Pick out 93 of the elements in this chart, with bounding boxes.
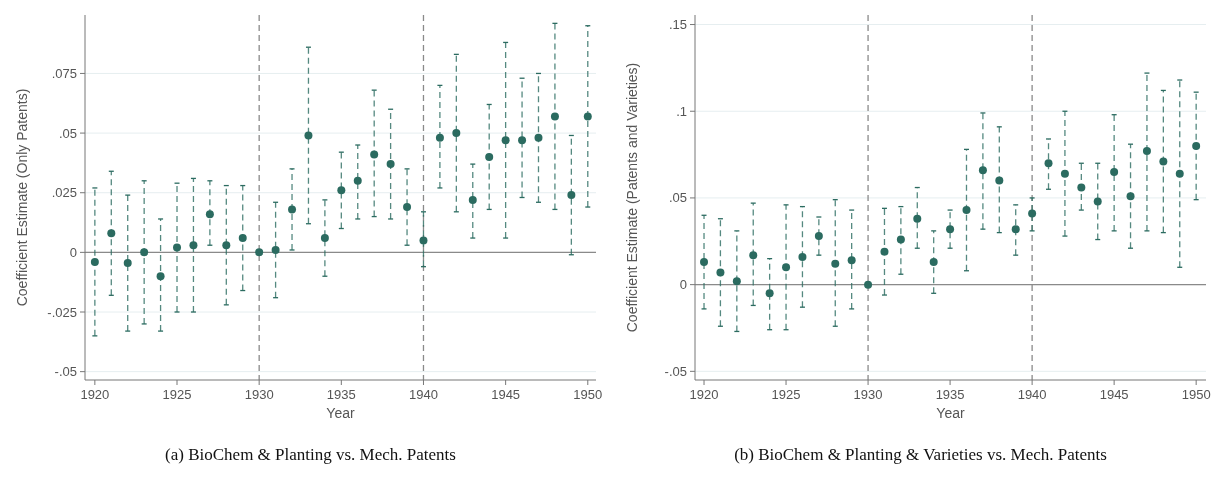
x-tick-label: 1930 xyxy=(244,387,274,402)
point xyxy=(1110,167,1119,176)
point xyxy=(403,203,412,212)
point xyxy=(140,248,149,257)
point xyxy=(978,166,987,175)
point xyxy=(913,214,922,223)
x-tick-label: 1925 xyxy=(162,387,192,402)
point xyxy=(107,229,116,238)
point xyxy=(173,243,182,252)
point xyxy=(1060,169,1069,178)
point xyxy=(238,234,247,243)
point xyxy=(123,259,132,268)
point xyxy=(700,258,709,267)
point xyxy=(864,280,873,289)
text: (b) BioChem & Planting & Varieties vs. Mech. Patents xyxy=(734,445,1107,464)
point xyxy=(962,206,971,215)
y-tick-label: .05 xyxy=(668,190,687,206)
point xyxy=(518,136,527,145)
point xyxy=(304,131,313,140)
point xyxy=(749,251,758,260)
point xyxy=(320,234,329,243)
x-tick-label: 1945 xyxy=(491,387,521,402)
point xyxy=(1192,141,1201,150)
point xyxy=(550,112,559,121)
x-tick-label: 1950 xyxy=(1181,387,1211,402)
point xyxy=(189,241,198,250)
point xyxy=(485,152,494,161)
point xyxy=(1126,192,1135,201)
point xyxy=(156,272,165,281)
point xyxy=(1044,159,1053,168)
y-tick-label: .075 xyxy=(51,66,77,81)
x-tick-label: 1940 xyxy=(1017,387,1047,402)
point xyxy=(255,248,264,257)
point xyxy=(1028,209,1037,218)
point xyxy=(370,150,379,159)
x-tick-label: 1930 xyxy=(853,387,883,402)
x-tick-label: 1945 xyxy=(1099,387,1129,402)
point xyxy=(353,176,362,185)
point xyxy=(205,210,214,219)
point xyxy=(419,236,428,245)
point xyxy=(337,186,346,195)
point xyxy=(271,245,280,254)
point xyxy=(1159,157,1168,166)
point xyxy=(452,129,461,138)
point xyxy=(782,263,791,272)
point xyxy=(880,247,889,256)
point xyxy=(1175,169,1184,178)
x-tick-label: 1920 xyxy=(80,387,110,402)
x-axis-title: Year xyxy=(326,405,355,421)
point xyxy=(831,259,840,268)
point xyxy=(501,136,510,145)
y-tick-label: -.05 xyxy=(54,364,77,380)
point xyxy=(1142,147,1151,156)
text: (a) BioChem & Planting vs. Mech. Patents xyxy=(165,445,456,464)
point xyxy=(847,256,856,265)
y-tick-label: 0 xyxy=(69,244,77,260)
y-tick-label: -.025 xyxy=(47,304,77,320)
point xyxy=(90,257,99,266)
point xyxy=(567,191,576,200)
x-tick-label: 1925 xyxy=(771,387,801,402)
x-tick-label: 1920 xyxy=(689,387,719,402)
y-axis-title: Coefficient Estimate (Patents and Varieties) xyxy=(624,62,640,333)
x-tick-label: 1940 xyxy=(409,387,438,402)
y-tick-label: .05 xyxy=(58,125,77,141)
point xyxy=(896,235,905,244)
point xyxy=(583,112,592,121)
x-tick-label: 1935 xyxy=(326,387,356,402)
point xyxy=(386,160,395,169)
point xyxy=(1077,183,1086,192)
point xyxy=(288,205,297,214)
y-axis-title: Coefficient Estimate (Only Patents) xyxy=(14,88,30,307)
point xyxy=(946,225,955,234)
point xyxy=(534,133,543,142)
point xyxy=(468,195,477,204)
x-tick-label: 1950 xyxy=(573,387,603,402)
point xyxy=(435,133,444,142)
y-tick-label: .025 xyxy=(51,185,77,201)
y-tick-label: .1 xyxy=(676,103,687,119)
x-tick-label: 1935 xyxy=(935,387,965,402)
y-tick-label: 0 xyxy=(679,277,687,293)
point xyxy=(222,241,231,250)
point xyxy=(814,232,823,241)
point xyxy=(929,258,938,267)
point xyxy=(995,176,1004,185)
point xyxy=(716,268,725,277)
point xyxy=(1093,197,1102,206)
y-tick-label: .15 xyxy=(668,17,687,33)
point xyxy=(732,277,741,286)
point xyxy=(798,252,807,261)
point xyxy=(765,289,774,298)
y-tick-label: -.05 xyxy=(664,363,687,379)
point xyxy=(1011,225,1020,234)
x-axis-title: Year xyxy=(936,405,965,421)
